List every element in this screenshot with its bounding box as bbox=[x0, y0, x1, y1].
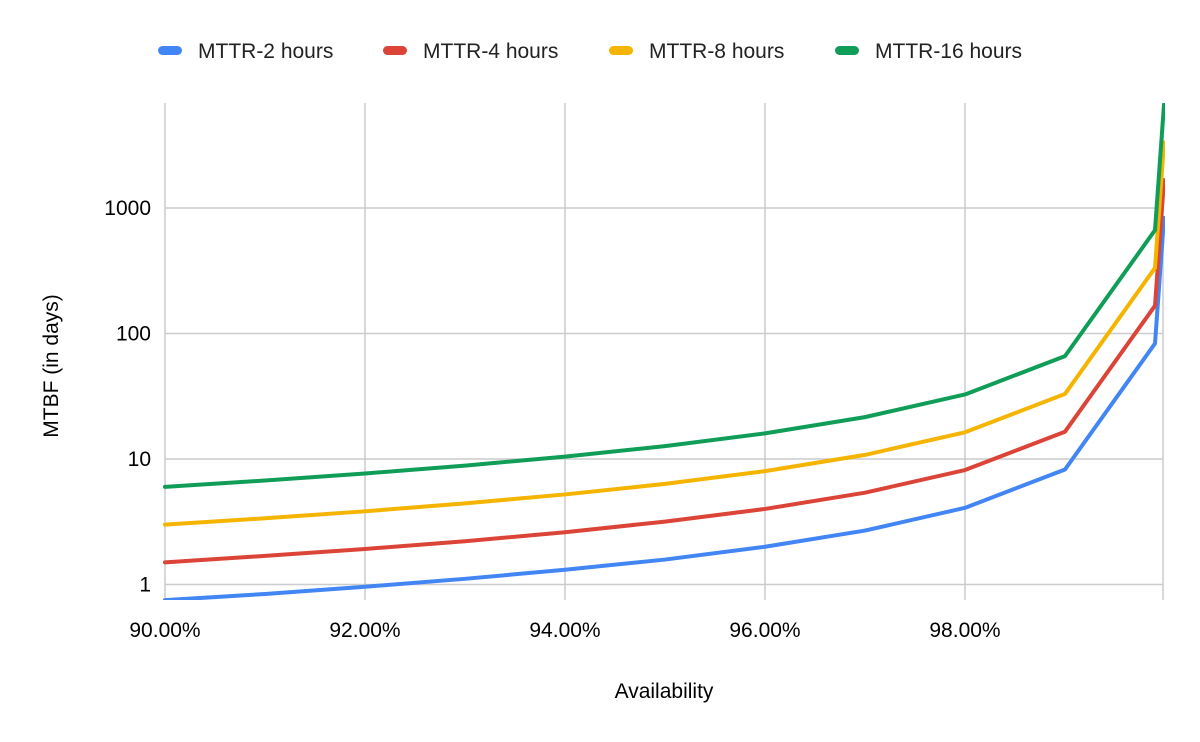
y-tick-label: 1 bbox=[139, 574, 151, 597]
legend-swatch bbox=[158, 46, 182, 55]
y-tick-label: 100 bbox=[116, 323, 151, 346]
legend-item-2: MTTR-4 hours bbox=[383, 40, 558, 63]
legend-swatch bbox=[609, 46, 633, 55]
legend-label: MTTR-8 hours bbox=[649, 40, 784, 63]
x-tick-label: 90.00% bbox=[129, 619, 200, 642]
series-line-3 bbox=[163, 140, 1165, 527]
series-line-4 bbox=[163, 103, 1165, 489]
series-line-2 bbox=[163, 178, 1165, 565]
x-tick-label: 96.00% bbox=[729, 619, 800, 642]
legend-item-4: MTTR-16 hours bbox=[835, 40, 1022, 63]
y-gridlines bbox=[165, 207, 1163, 586]
series-line-1 bbox=[163, 215, 1165, 600]
x-tick-label: 98.00% bbox=[929, 619, 1000, 642]
legend-label: MTTR-2 hours bbox=[198, 40, 333, 63]
y-tick-labels: 1 10 100 1000 bbox=[104, 197, 151, 597]
y-tick-label: 10 bbox=[128, 448, 151, 471]
legend-item-3: MTTR-8 hours bbox=[609, 40, 784, 63]
series-lines bbox=[163, 103, 1165, 600]
legend-item-1: MTTR-2 hours bbox=[158, 40, 333, 63]
x-axis-title: Availability bbox=[615, 680, 714, 703]
legend-label: MTTR-4 hours bbox=[423, 40, 558, 63]
x-tick-label: 92.00% bbox=[329, 619, 400, 642]
legend-swatch bbox=[383, 46, 407, 55]
x-tick-labels: 90.00% 92.00% 94.00% 96.00% 98.00% bbox=[129, 619, 1000, 642]
x-tick-label: 94.00% bbox=[529, 619, 600, 642]
y-tick-label: 1000 bbox=[104, 197, 151, 220]
legend-label: MTTR-16 hours bbox=[875, 40, 1022, 63]
x-gridlines bbox=[164, 103, 1164, 600]
legend-swatch bbox=[835, 46, 859, 55]
y-axis-title: MTBF (in days) bbox=[40, 294, 63, 438]
legend: MTTR-2 hours MTTR-4 hours MTTR-8 hours MTTR… bbox=[158, 40, 1022, 63]
